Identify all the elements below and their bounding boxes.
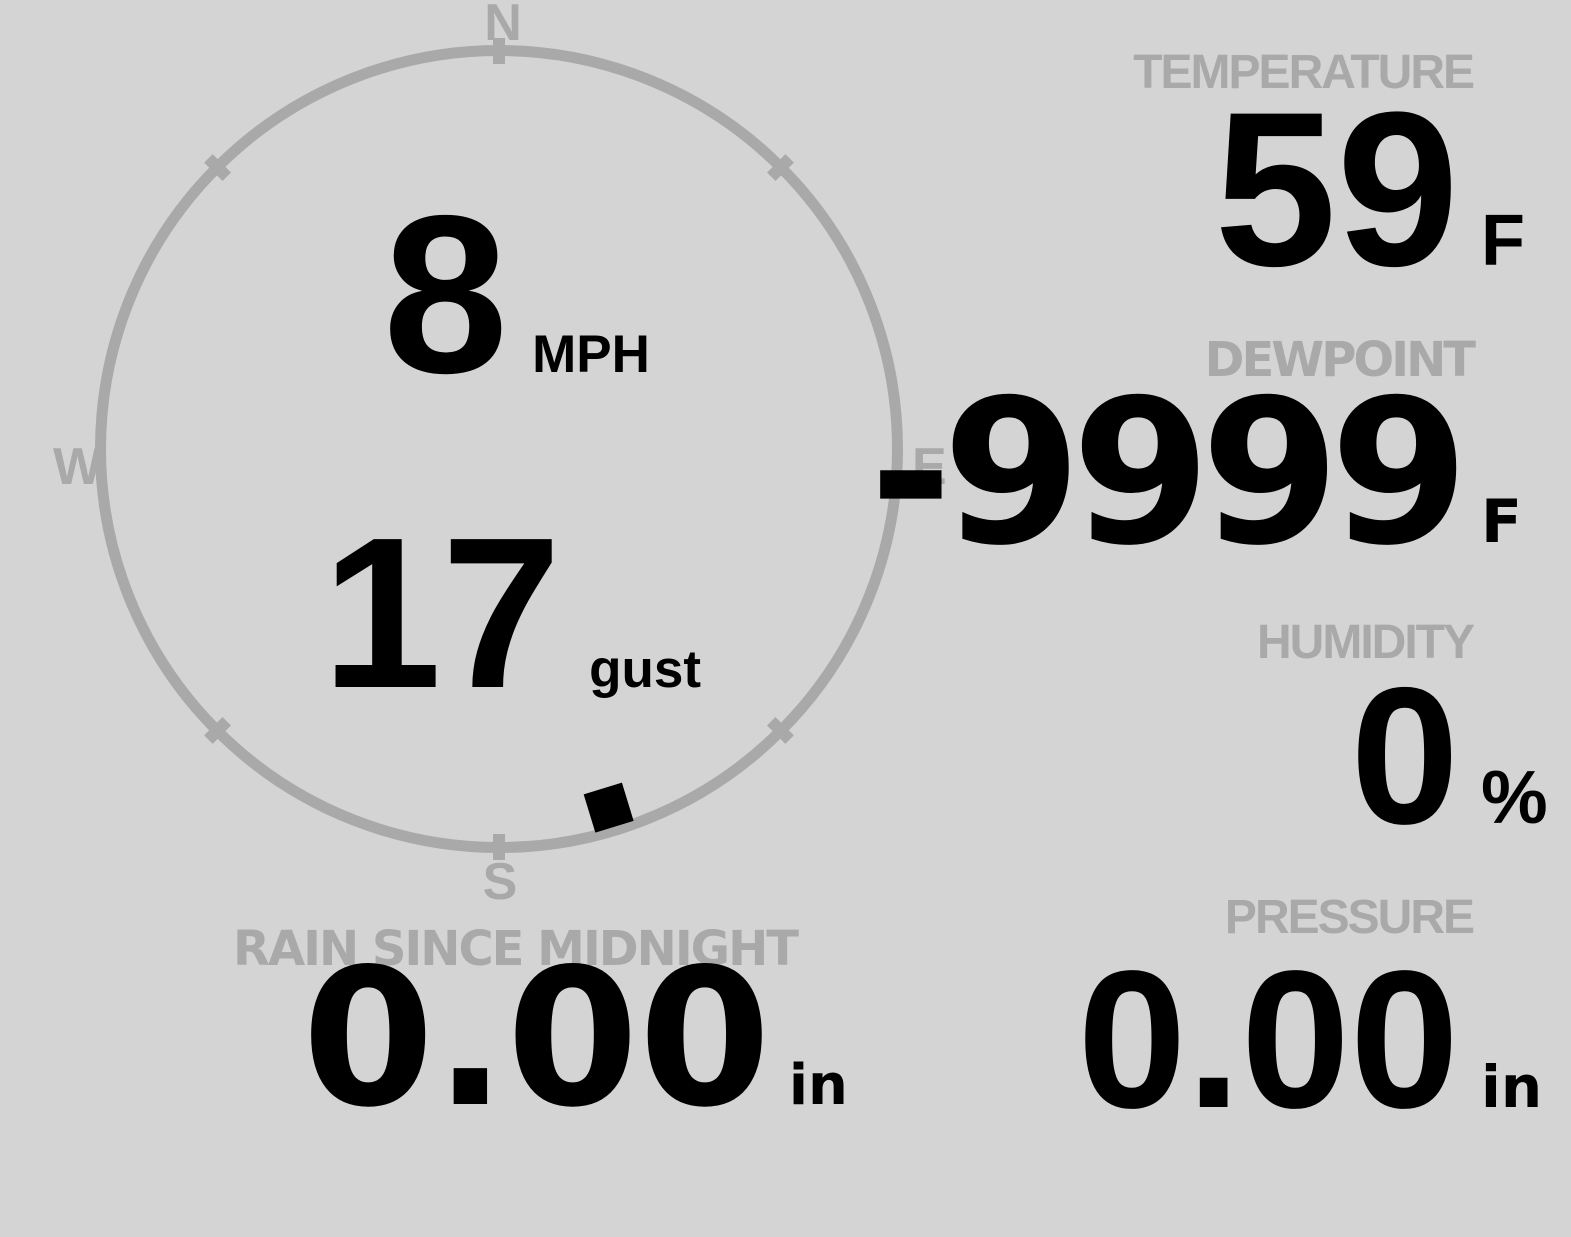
humidity-value: 0	[1350, 647, 1459, 865]
rain-value: 0.00	[302, 928, 771, 1149]
wind-speed-unit: MPH	[532, 325, 650, 384]
temperature-label: TEMPERATURE	[1133, 46, 1475, 99]
rain-unit: in	[788, 1053, 848, 1118]
dewpoint-value: -9999	[869, 357, 1469, 590]
wind-gust: 17 gust	[322, 505, 701, 720]
wind-compass: N E S W 8 MPH 17 gust	[0, 0, 960, 910]
dewpoint-value-row: -9999 F	[845, 374, 1545, 574]
temperature-value: 59	[1214, 66, 1459, 312]
pressure-value-row: 0.00 in	[845, 942, 1545, 1138]
pressure-value: 0.00	[1077, 930, 1459, 1149]
wind-speed: 8 MPH	[383, 182, 650, 407]
dewpoint-label: DEWPOINT	[1204, 332, 1476, 388]
wind-gust-unit: gust	[589, 640, 702, 699]
temperature-unit: F	[1481, 201, 1525, 281]
compass-label-north: N	[484, 0, 522, 52]
rain-label: RAIN SINCE MIDNIGHT	[233, 921, 799, 977]
compass-label-west: W	[53, 438, 103, 496]
humidity-label: HUMIDITY	[1257, 616, 1475, 669]
dewpoint-unit: F	[1481, 487, 1522, 557]
humidity-value-row: 0 %	[845, 647, 1548, 865]
pressure-label: PRESSURE	[1224, 891, 1475, 944]
compass-tick-n	[493, 38, 505, 64]
compass-label-south: S	[482, 853, 518, 911]
temperature-value-row: 59 F	[845, 79, 1545, 299]
pressure-unit: in	[1481, 1053, 1543, 1121]
compass-label-east: E	[912, 438, 947, 496]
wind-gust-value: 17	[322, 492, 562, 733]
humidity-unit: %	[1481, 755, 1548, 839]
wind-speed-value: 8	[383, 168, 509, 420]
rain-value-row: 0.00 in	[160, 944, 990, 1134]
